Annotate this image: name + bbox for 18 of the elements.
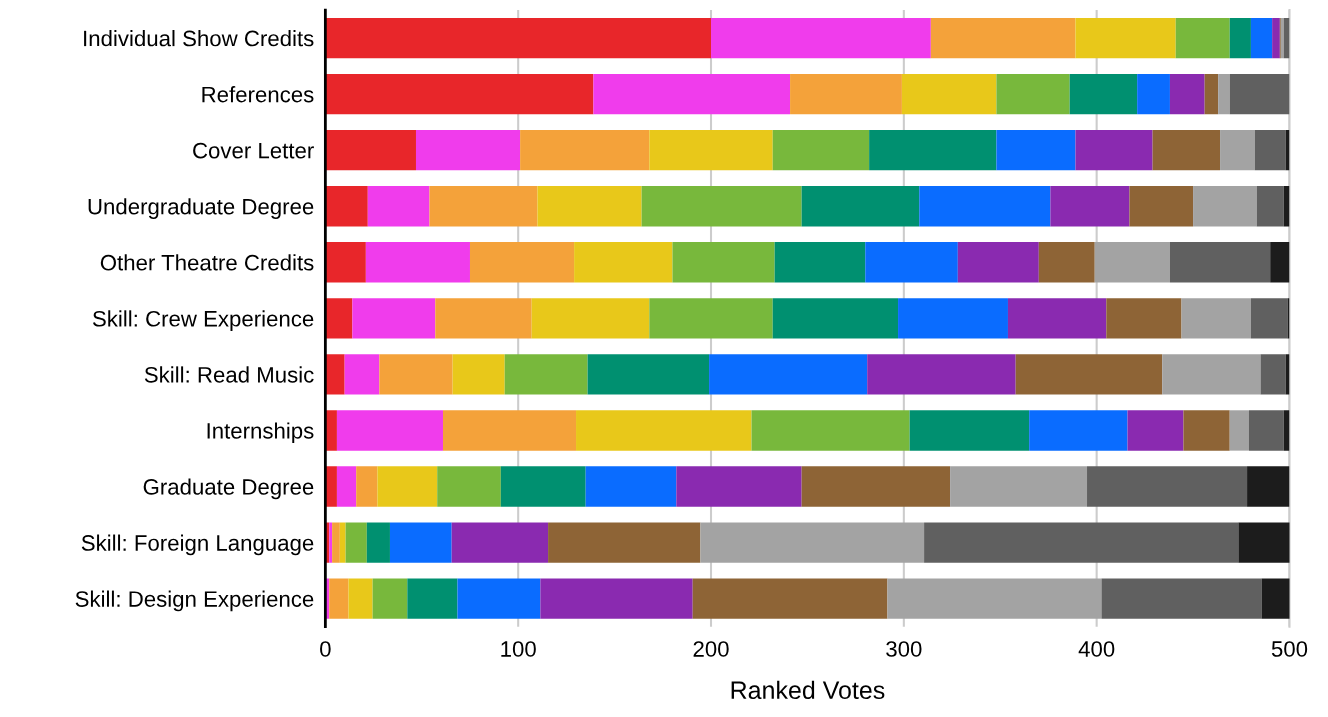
- y-tick-label: Other Theatre Credits: [100, 254, 314, 271]
- y-tick-label: Cover Letter: [193, 142, 314, 159]
- x-axis-title: Ranked Votes: [731, 680, 885, 700]
- x-tick-label: 200: [693, 641, 729, 657]
- y-tick-label: Individual Show Credits: [84, 30, 314, 47]
- x-tick-label: 500: [1271, 641, 1308, 657]
- y-tick-label: Skill: Crew Experience: [92, 310, 314, 332]
- y-tick-label: Skill: Design Experience: [75, 590, 314, 612]
- y-tick-label: Internships: [207, 422, 314, 444]
- y-tick-label: References: [202, 86, 314, 103]
- x-tick-label: 400: [1078, 641, 1115, 657]
- y-tick-label: Skill: Foreign Language: [81, 534, 314, 556]
- x-tick-label: 300: [886, 641, 922, 657]
- x-tick-label: 100: [501, 641, 536, 657]
- y-tick-label: Skill: Read Music: [144, 366, 314, 383]
- y-tick-label: Graduate Degree: [143, 478, 314, 500]
- y-tick-label: Undergraduate Degree: [88, 198, 314, 219]
- x-tick-label: 0: [320, 641, 331, 657]
